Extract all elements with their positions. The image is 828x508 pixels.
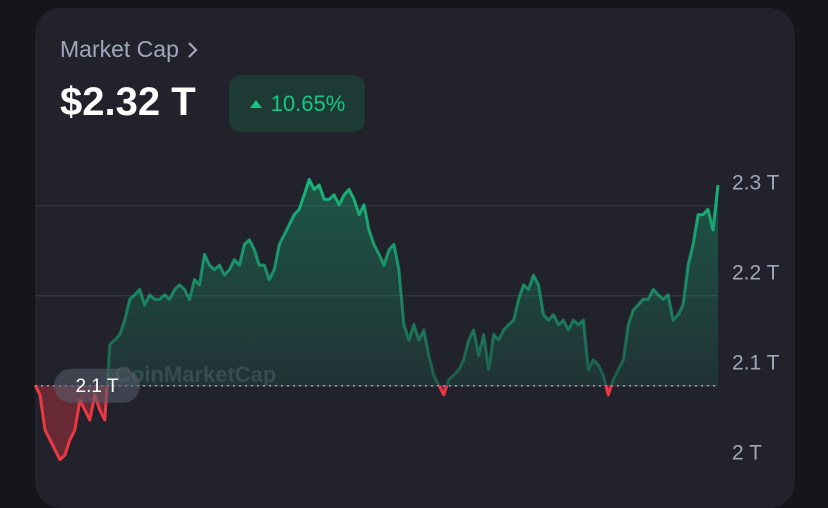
change: 10.65% [270, 90, 346, 116]
reference-pill [54, 368, 140, 403]
title-link[interactable]: Market Cap [60, 36, 199, 63]
y-tick-label: 2 T [732, 441, 762, 464]
chart: CoinMarketCap2 T2.1 T2.2 T2.3 T2.1 T [33, 171, 780, 464]
y-tick-label: 2.3 T [732, 171, 780, 194]
page: {"chart_data": {"type": "line", "title":… [33, 8, 795, 508]
y-tick-label: 2.2 T [732, 261, 780, 284]
area [35, 179, 718, 460]
price-line [33, 178, 720, 462]
reference-label: 2.1 T [76, 376, 119, 397]
change-badge: 10.65% [229, 75, 365, 132]
chevron-icon [188, 42, 198, 58]
price: $2.32 T [60, 80, 196, 124]
y-tick-label: 2.1 T [732, 351, 780, 374]
title: Market Cap [60, 36, 179, 62]
up-arrow-icon [249, 99, 262, 108]
card: Market Cap $2.32 T 10.65% [35, 8, 795, 508]
